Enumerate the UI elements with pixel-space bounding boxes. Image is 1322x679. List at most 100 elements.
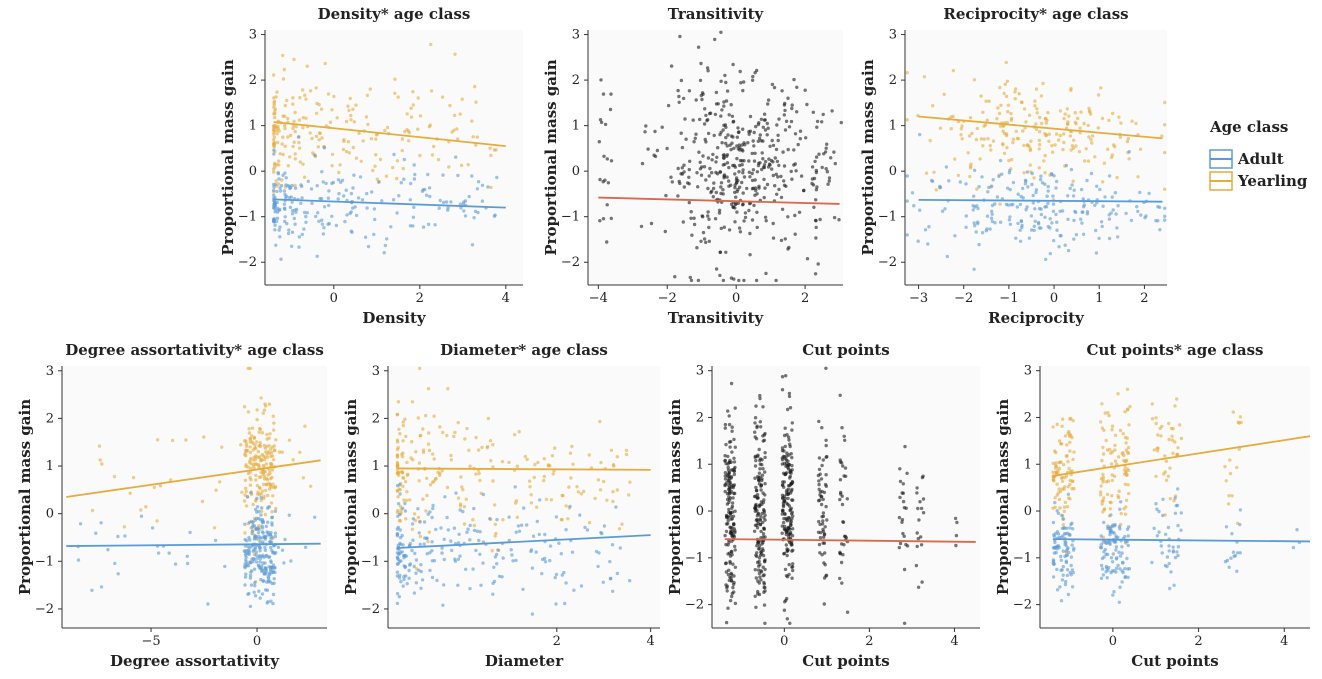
point-adult: [416, 507, 420, 511]
point-yearling: [1003, 82, 1007, 87]
point-all: [783, 237, 787, 241]
point-yearling: [1100, 499, 1105, 503]
point-adult: [514, 530, 518, 534]
point-adult: [385, 237, 389, 241]
point-all: [724, 442, 728, 447]
point-yearling: [316, 145, 320, 149]
point-yearling: [405, 112, 409, 116]
point-yearling: [928, 138, 932, 143]
point-all: [753, 523, 758, 527]
point-yearling: [320, 136, 324, 140]
point-adult: [1061, 534, 1065, 538]
point-adult: [99, 585, 104, 589]
point-adult: [277, 177, 281, 181]
point-yearling: [1027, 113, 1032, 117]
point-all: [706, 210, 710, 214]
point-adult: [272, 577, 276, 581]
point-adult: [1008, 215, 1012, 219]
point-yearling: [401, 439, 405, 443]
point-all: [601, 180, 605, 184]
point-all: [680, 145, 685, 150]
x-tick-label: 0: [1109, 634, 1117, 649]
point-adult: [402, 564, 406, 568]
point-adult: [945, 254, 949, 259]
point-all: [838, 497, 842, 502]
fit-line-adult: [66, 542, 321, 547]
point-yearling: [1051, 470, 1055, 474]
point-adult: [1046, 201, 1050, 206]
point-adult: [255, 560, 259, 564]
point-yearling: [1061, 147, 1065, 152]
point-adult: [397, 551, 401, 556]
point-adult: [442, 537, 446, 541]
point-yearling: [1122, 453, 1126, 458]
point-adult: [513, 485, 517, 489]
point-adult: [363, 235, 368, 239]
point-yearling: [1002, 151, 1007, 156]
point-yearling: [245, 444, 249, 448]
point-adult: [306, 179, 310, 183]
point-yearling: [418, 114, 423, 118]
y-tick-label: 0: [46, 507, 54, 522]
point-yearling: [244, 463, 248, 467]
point-all: [775, 123, 779, 127]
point-adult: [1019, 219, 1023, 223]
point-all: [708, 111, 713, 115]
point-all: [784, 184, 788, 188]
point-all: [730, 501, 735, 505]
point-yearling: [1172, 499, 1176, 503]
point-all: [759, 550, 763, 554]
point-adult: [278, 189, 283, 193]
point-adult: [947, 179, 951, 183]
point-adult: [1166, 525, 1171, 530]
point-adult: [1018, 228, 1022, 232]
point-adult: [1000, 172, 1004, 176]
point-yearling: [220, 445, 224, 449]
point-all: [756, 592, 760, 596]
point-yearling: [1021, 129, 1025, 133]
point-adult: [1168, 586, 1172, 591]
point-yearling: [1032, 176, 1036, 180]
point-all: [724, 561, 728, 566]
y-tick-label: 3: [572, 28, 580, 43]
point-all: [681, 96, 686, 101]
point-adult: [1098, 187, 1102, 192]
point-all: [783, 527, 787, 532]
point-yearling: [300, 88, 305, 92]
fit-line-all: [598, 196, 840, 205]
point-adult: [985, 214, 990, 218]
point-adult: [250, 557, 254, 561]
point-yearling: [525, 457, 529, 462]
point-all: [598, 219, 602, 223]
point-yearling: [393, 77, 397, 81]
point-all: [742, 80, 746, 84]
point-all: [727, 495, 731, 499]
point-adult: [456, 583, 460, 587]
point-adult: [462, 209, 466, 213]
point-adult: [1051, 194, 1055, 198]
point-adult: [418, 520, 422, 524]
point-all: [760, 458, 764, 462]
point-adult: [250, 569, 254, 573]
point-adult: [139, 514, 144, 518]
point-yearling: [609, 448, 614, 452]
point-adult: [1099, 220, 1104, 224]
point-all: [758, 133, 762, 137]
point-yearling: [202, 435, 206, 439]
point-adult: [1061, 517, 1065, 521]
point-yearling: [1055, 493, 1059, 497]
point-all: [733, 465, 737, 470]
point-yearling: [396, 95, 400, 99]
point-adult: [1066, 248, 1071, 253]
point-adult: [525, 523, 529, 527]
point-adult: [284, 183, 288, 187]
point-yearling: [395, 455, 400, 459]
point-all: [731, 562, 735, 566]
point-all: [761, 520, 765, 525]
point-all: [728, 480, 732, 484]
y-axis-label: Proportional mass gain: [542, 59, 560, 255]
point-adult: [1025, 170, 1030, 174]
point-adult: [1111, 208, 1115, 212]
y-tick-label: 3: [696, 364, 704, 379]
